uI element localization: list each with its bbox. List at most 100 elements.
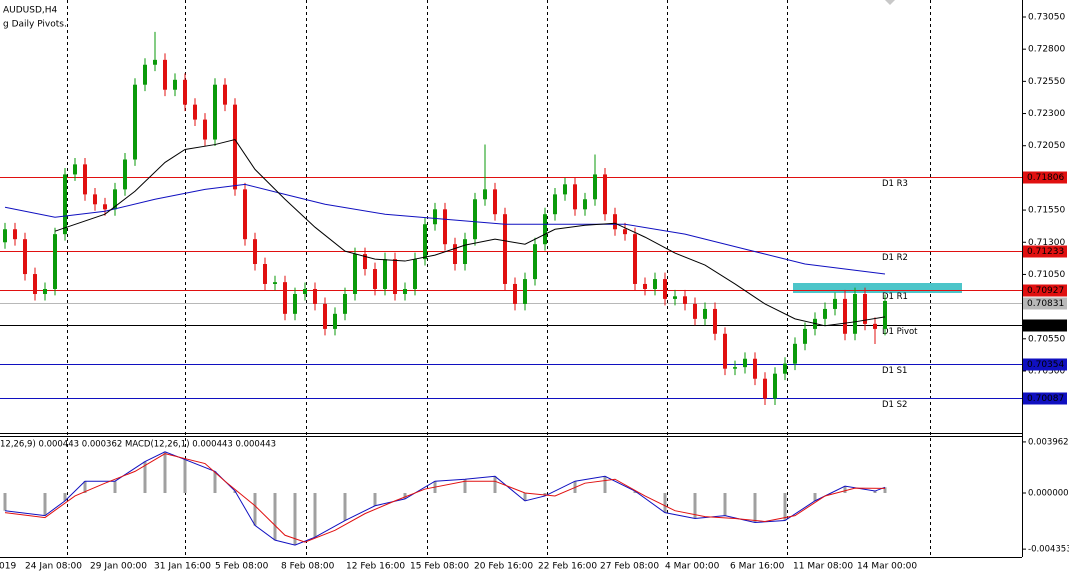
candle-body <box>613 214 617 230</box>
candle-body <box>263 264 267 284</box>
candle-body <box>323 303 327 329</box>
candle-body <box>13 229 17 240</box>
candle-body <box>603 174 607 215</box>
candle-body <box>583 199 587 210</box>
x-axis-label: 24 Jan 08:00 <box>25 562 82 572</box>
price-label: 0.70354 <box>1027 360 1064 370</box>
candle-body <box>683 296 687 304</box>
candle-body <box>353 254 357 295</box>
candle-body <box>573 184 577 210</box>
candle-body <box>753 358 757 379</box>
x-axis-label: 5 Feb 08:00 <box>215 562 269 572</box>
candle-body <box>383 259 387 289</box>
candle-body <box>293 294 297 314</box>
candle-body <box>833 298 837 309</box>
candle-body <box>843 298 847 334</box>
pivot-name: D1 S1 <box>882 366 907 376</box>
macd-panel <box>3 451 887 546</box>
candle-body <box>243 189 247 240</box>
candle-body <box>413 259 417 289</box>
candle-body <box>63 174 67 235</box>
candle-body <box>793 343 797 364</box>
pivot-name: D1 R3 <box>882 179 908 189</box>
candle-body <box>33 274 37 295</box>
candle-body <box>633 234 637 284</box>
x-axis-label: 15 Feb 08:00 <box>410 562 469 572</box>
y-tick-label: 0.70300 <box>1028 366 1065 376</box>
candle-body <box>823 308 827 319</box>
candle-body <box>463 239 467 265</box>
candle-body <box>193 104 197 120</box>
candle-body <box>113 189 117 210</box>
candle-body <box>803 328 807 344</box>
candle-body <box>553 194 557 215</box>
y-tick-label: -0.004353 <box>1028 545 1069 555</box>
candle-body <box>713 308 717 334</box>
price-label-box <box>1023 319 1067 332</box>
candle-body <box>733 367 737 369</box>
price-label-box <box>1023 245 1067 258</box>
price-label-box <box>1023 171 1067 184</box>
candle-body <box>233 104 237 190</box>
x-axis-label: 14 Mar 00:00 <box>857 562 917 572</box>
candle-body <box>143 64 147 85</box>
macd-title: 12,26,9) 0.000443 0.000362 MACD(12,26,1)… <box>0 440 276 450</box>
candle-body <box>453 244 457 265</box>
candle-body <box>273 282 277 284</box>
candle-body <box>43 288 47 295</box>
candle-body <box>763 378 767 399</box>
candle-body <box>883 300 887 329</box>
candle-body <box>783 363 787 374</box>
candle-body <box>73 164 77 175</box>
candle-body <box>403 288 407 295</box>
candle-body <box>173 79 177 90</box>
y-tick-label: 0.70550 <box>1028 334 1065 344</box>
candle-body <box>853 294 857 334</box>
candle-body <box>483 189 487 200</box>
price-label: 0.71233 <box>1027 247 1064 257</box>
candle-body <box>703 308 707 319</box>
y-tick-label: 0.72800 <box>1028 45 1065 55</box>
price-label: 0.70927 <box>1027 286 1064 296</box>
candle-body <box>443 209 447 245</box>
candle-body <box>183 79 187 105</box>
x-axis-label: 31 Jan 16:00 <box>154 562 211 572</box>
candle-body <box>203 119 207 140</box>
candle-body <box>503 214 507 284</box>
candle-body <box>513 283 517 304</box>
candle-body <box>333 313 337 329</box>
candle-body <box>593 174 597 200</box>
candle-body <box>663 279 667 299</box>
candle-body <box>423 224 427 260</box>
candle-body <box>83 164 87 195</box>
candle-body <box>133 84 137 160</box>
candle-body <box>433 209 437 225</box>
candle-body <box>653 279 657 289</box>
y-tick-label: 0.000000 <box>1028 489 1069 499</box>
candle-body <box>23 239 27 275</box>
price-label: 0.7066 <box>1027 321 1059 331</box>
bid-label-box <box>1023 297 1067 310</box>
candle-body <box>213 84 217 140</box>
y-tick-label: 0.003962 <box>1028 437 1069 447</box>
y-tick-label: 0.72550 <box>1028 77 1065 87</box>
x-axis-label: 6 Mar 16:00 <box>730 562 785 572</box>
candle-body <box>53 234 57 289</box>
x-axis-label: 27 Feb 08:00 <box>600 562 659 572</box>
indicator-name: g Daily Pivots. <box>3 20 67 30</box>
candle-body <box>123 159 127 190</box>
x-axis-label: 29 Jan 00:00 <box>90 562 147 572</box>
moving-average <box>54 138 886 327</box>
x-axis-label: 8 Feb 08:00 <box>281 562 335 572</box>
candle-body <box>873 323 877 329</box>
shift-marker <box>885 0 895 5</box>
candle-body <box>223 84 227 105</box>
pivot-name: D1 S2 <box>882 400 907 410</box>
candle-body <box>723 333 727 369</box>
candle-body <box>563 184 567 195</box>
candle-body <box>3 229 7 243</box>
y-tick-label: 0.73050 <box>1028 12 1065 22</box>
candle-body <box>773 373 777 399</box>
macd-line <box>4 453 886 543</box>
